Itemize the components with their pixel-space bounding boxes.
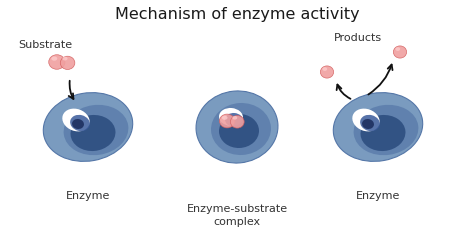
- Ellipse shape: [60, 56, 75, 69]
- Text: Enzyme-substrate
complex: Enzyme-substrate complex: [186, 204, 288, 227]
- Ellipse shape: [219, 108, 243, 126]
- Ellipse shape: [395, 47, 400, 51]
- Ellipse shape: [70, 115, 90, 131]
- Ellipse shape: [222, 116, 228, 120]
- Ellipse shape: [72, 119, 84, 129]
- Text: Enzyme: Enzyme: [66, 191, 110, 201]
- Ellipse shape: [393, 46, 407, 58]
- Text: Enzyme: Enzyme: [356, 191, 400, 201]
- Ellipse shape: [51, 56, 57, 61]
- Ellipse shape: [361, 115, 405, 151]
- Ellipse shape: [320, 66, 334, 78]
- Ellipse shape: [64, 105, 128, 155]
- Ellipse shape: [322, 67, 327, 71]
- Ellipse shape: [62, 109, 90, 132]
- Ellipse shape: [211, 103, 271, 155]
- Text: Substrate: Substrate: [18, 40, 72, 50]
- Ellipse shape: [196, 91, 278, 163]
- Ellipse shape: [225, 113, 243, 127]
- Ellipse shape: [219, 114, 235, 128]
- Ellipse shape: [49, 55, 65, 69]
- Ellipse shape: [360, 115, 380, 131]
- Ellipse shape: [219, 114, 259, 148]
- Ellipse shape: [354, 105, 419, 155]
- Ellipse shape: [63, 57, 68, 61]
- Ellipse shape: [230, 116, 244, 128]
- Ellipse shape: [71, 115, 116, 151]
- Ellipse shape: [362, 119, 374, 129]
- Ellipse shape: [333, 93, 423, 161]
- Ellipse shape: [43, 93, 133, 161]
- Text: Mechanism of enzyme activity: Mechanism of enzyme activity: [115, 7, 359, 22]
- Text: Products: Products: [334, 33, 382, 43]
- Ellipse shape: [352, 109, 380, 132]
- Ellipse shape: [232, 116, 237, 120]
